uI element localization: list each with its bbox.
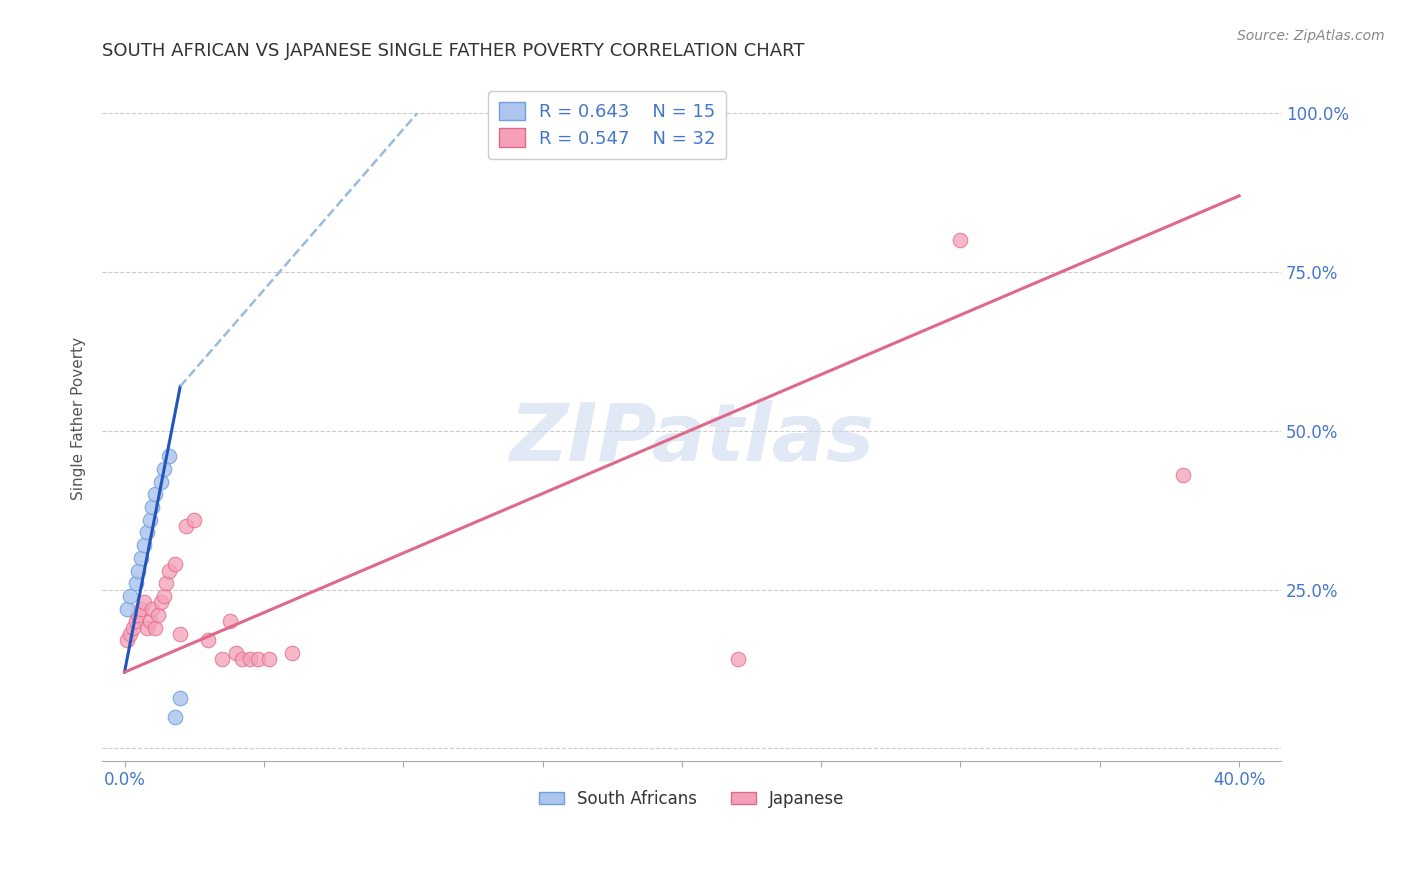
Point (132, 538, 155, 552)
Point (169, 627, 191, 641)
Point (259, 652, 281, 666)
Point (169, 690, 191, 705)
Point (1173, 468, 1195, 483)
Point (129, 550, 152, 565)
Point (183, 513, 205, 527)
Point (149, 595, 172, 609)
Point (225, 646, 247, 660)
Point (219, 615, 242, 629)
Point (127, 607, 149, 622)
Point (152, 589, 174, 603)
Point (121, 621, 143, 635)
Text: SOUTH AFRICAN VS JAPANESE SINGLE FATHER POVERTY CORRELATION CHART: SOUTH AFRICAN VS JAPANESE SINGLE FATHER … (103, 42, 804, 60)
Point (163, 558, 186, 572)
Point (197, 633, 219, 648)
Point (163, 709, 186, 723)
Y-axis label: Single Father Poverty: Single Father Poverty (72, 336, 86, 500)
Point (120, 627, 142, 641)
Point (120, 589, 142, 603)
Point (174, 519, 197, 533)
Point (152, 462, 174, 476)
Point (143, 487, 166, 501)
Point (143, 621, 166, 635)
Point (280, 646, 302, 660)
Point (727, 652, 749, 666)
Point (157, 449, 180, 463)
Point (141, 601, 163, 615)
Point (124, 576, 146, 591)
Point (127, 564, 149, 578)
Point (129, 601, 152, 615)
Point (135, 621, 157, 635)
Point (155, 576, 177, 591)
Point (135, 525, 157, 540)
Text: Source: ZipAtlas.com: Source: ZipAtlas.com (1237, 29, 1385, 43)
Point (141, 500, 163, 514)
Point (138, 615, 160, 629)
Point (247, 652, 270, 666)
Point (231, 652, 253, 666)
Point (117, 633, 139, 648)
Point (149, 475, 172, 489)
Point (239, 652, 262, 666)
Point (949, 233, 972, 247)
Legend: South Africans, Japanese: South Africans, Japanese (533, 783, 851, 814)
Point (138, 513, 160, 527)
Text: ZIPatlas: ZIPatlas (509, 400, 875, 478)
Point (132, 595, 155, 609)
Point (157, 564, 180, 578)
Point (117, 601, 139, 615)
Point (211, 652, 233, 666)
Point (124, 615, 146, 629)
Point (146, 607, 169, 622)
